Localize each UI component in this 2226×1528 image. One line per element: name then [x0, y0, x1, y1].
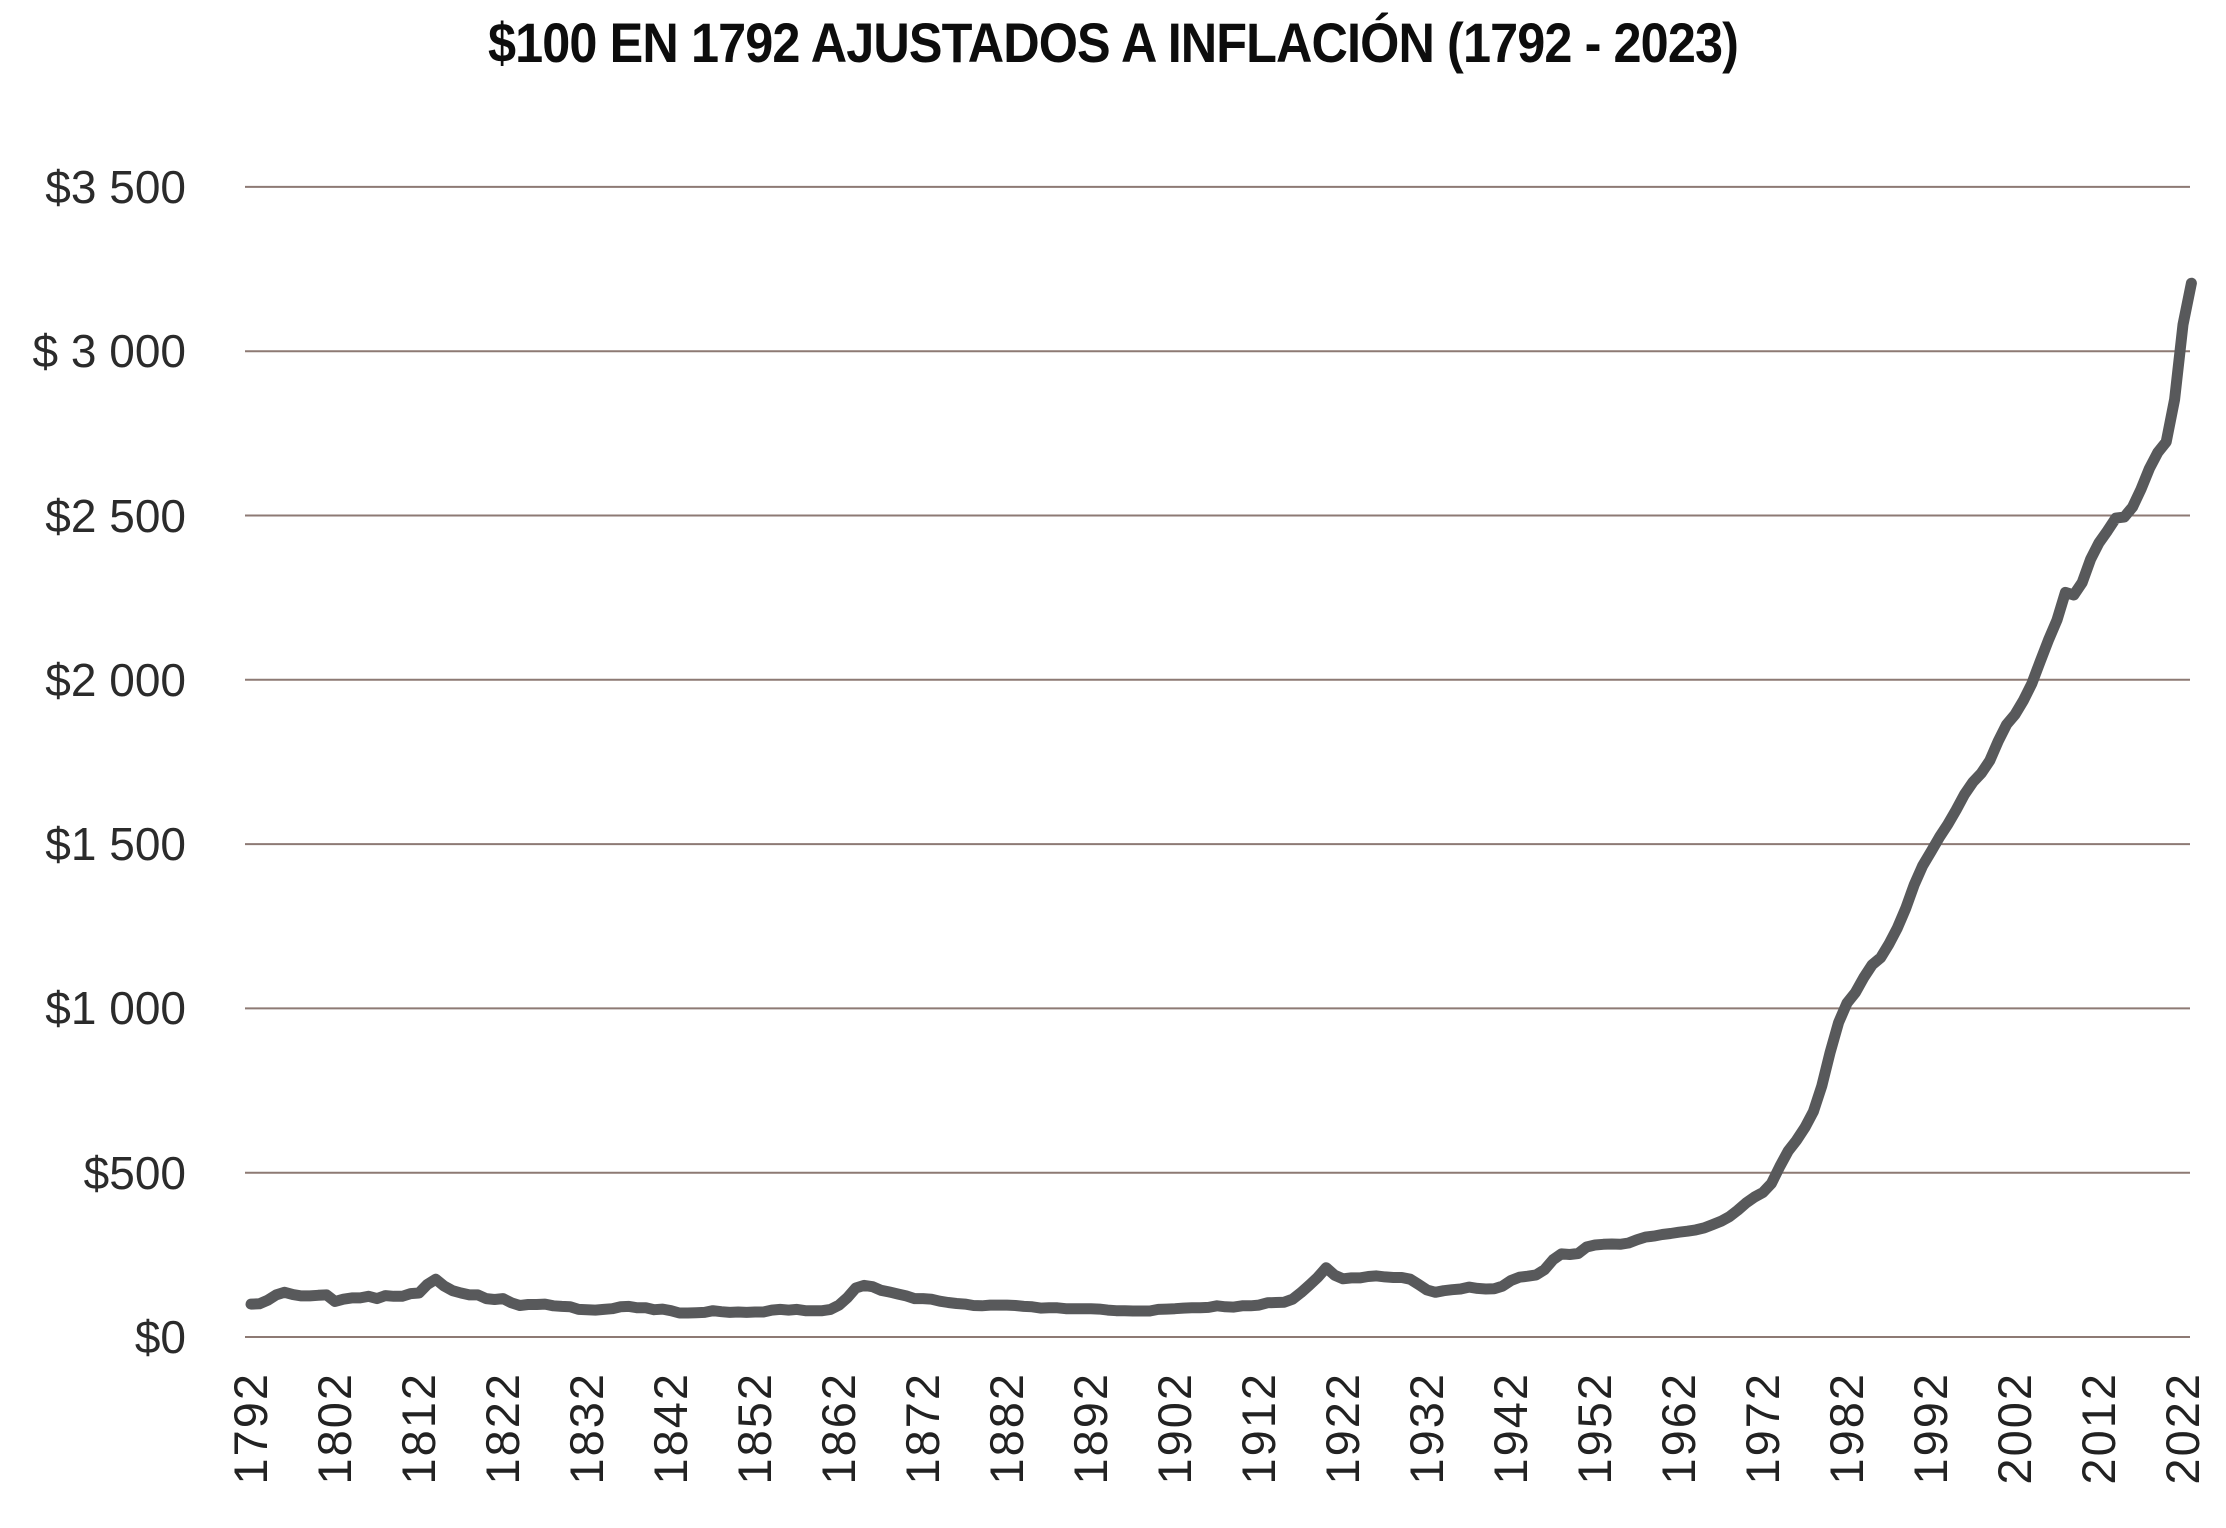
x-axis-label: 1872 [896, 1372, 949, 1485]
x-axis-label: 1832 [560, 1372, 613, 1485]
x-axis-label: 1842 [644, 1372, 697, 1485]
x-axis-label: 1922 [1316, 1372, 1369, 1485]
x-axis-label: 1812 [392, 1372, 445, 1485]
x-axis-label: 1992 [1904, 1372, 1957, 1485]
y-axis-label: $500 [83, 1146, 186, 1199]
x-axis-label: 1802 [308, 1372, 361, 1485]
x-axis-label: 1852 [728, 1372, 781, 1485]
y-axis-label: $0 [134, 1311, 186, 1363]
inflation-line [245, 277, 2197, 1319]
y-axis-label: $2 500 [45, 489, 186, 542]
chart-title: $100 EN 1792 AJUSTADOS A INFLACIÓN (1792… [488, 11, 1739, 74]
x-axis-label: 1942 [1484, 1372, 1537, 1485]
x-axis-label: 1862 [812, 1372, 865, 1485]
x-axis-label: 1952 [1568, 1372, 1621, 1485]
x-axis-label: 1792 [224, 1372, 277, 1485]
y-axis-label: $1 500 [45, 818, 186, 871]
x-axis-label: 1972 [1736, 1372, 1789, 1485]
x-axis-label: 2002 [1988, 1372, 2041, 1485]
y-axis-label: $3 500 [45, 160, 186, 213]
x-axis-label: 1822 [476, 1372, 529, 1485]
y-axis-label: $ 3 000 [32, 325, 186, 378]
gridlines [245, 185, 2190, 1338]
x-axis-label: 2012 [2072, 1372, 2125, 1485]
x-axis-label: 2022 [2156, 1372, 2209, 1485]
x-axis-label: 1982 [1820, 1372, 1873, 1485]
x-axis-label: 1912 [1232, 1372, 1285, 1485]
x-axis-label: 1932 [1400, 1372, 1453, 1485]
y-axis-label: $2 000 [45, 653, 186, 706]
x-axis-label: 1892 [1064, 1372, 1117, 1485]
y-axis-label: $1 000 [45, 982, 186, 1035]
series-lines [245, 277, 2197, 1319]
x-axis-label: 1882 [980, 1372, 1033, 1485]
x-axis-label: 1962 [1652, 1372, 1705, 1485]
x-axis-label: 1902 [1148, 1372, 1201, 1485]
